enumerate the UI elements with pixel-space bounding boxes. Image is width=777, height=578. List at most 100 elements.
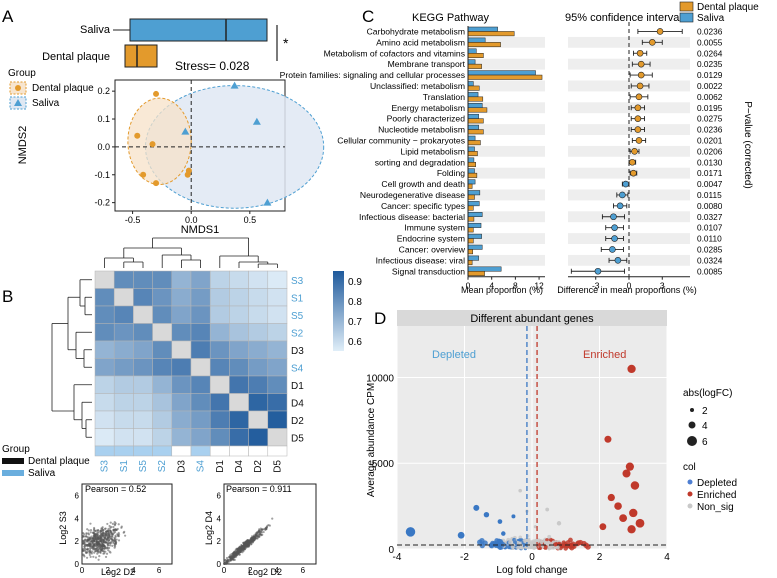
scatter-right-point-178 [271,517,274,520]
kegg-pvalue-9: 0.0236 [697,125,723,135]
kegg-pvalue-8: 0.0275 [697,114,723,124]
heatmap-cell-9-9 [267,428,288,447]
scatter-left-point-110 [124,534,127,537]
scatter-right-point-519 [242,544,246,547]
scatter-left-xtick-1: 2 [105,566,110,575]
volcano-bg-point-nonsig-280 [547,534,552,539]
kegg-bar-saliva-1 [467,37,486,43]
heatmap-cell-5-4 [171,358,192,377]
volcano-bg-point-enriched-208 [575,540,582,546]
scatter-left-xlabel: Log2 D2 [101,567,135,577]
scatter-left-point-159 [89,549,92,552]
scatter-right-point-501 [245,542,248,545]
nmds-point-plaque-1 [134,132,141,139]
kegg-xlabel-left: Mean proportion (%) [461,285,543,295]
kegg-diff-point-11 [631,148,638,155]
heatmap-group-bar-7 [229,445,249,457]
heatmap-cell-4-9 [267,340,288,359]
kegg-category-11: Lipid metabolism [401,146,465,156]
legend-col-nonsig-dot [687,503,693,509]
heatmap-cell-1-0 [94,288,115,307]
kegg-category-13: Folding [437,168,465,178]
heatmap-cell-2-6 [209,305,230,324]
kegg-diff-point-21 [614,257,622,264]
scatter-left-point-387 [81,539,84,542]
volcano-bg-point-enriched-415 [544,544,548,549]
kegg-diff-point-6 [635,93,643,101]
heatmap-cell-5-5 [190,358,211,377]
panel-c: KEGG Pathway 95% confidence intervals De… [280,1,759,295]
heatmap-cell-3-7 [229,323,249,342]
scatter-left-point-66 [90,552,93,555]
scatter-right-ylabel: Log2 D4 [204,511,214,545]
kegg-pvalue-21: 0.0324 [697,255,723,265]
panel-letter-d: D [374,309,386,328]
legend-a-marker-plaque [15,85,21,91]
heatmap-col-label-2: S5 [138,460,149,473]
volcano-point-depleted-15 [497,519,503,524]
pearson-left: Pearson = 0.52 [85,484,146,494]
heatmap-cell-2-3 [152,305,173,324]
scatter-left-point-438 [108,524,111,528]
kegg-category-15: Neurodegenerative disease [360,190,465,200]
heatmap-cell-6-1 [113,375,134,394]
kegg-category-8: Poorly characterized [387,114,466,124]
volcano-bg-point-nonsig-357 [510,544,515,549]
panel-letter-c: C [362,7,374,26]
heatmap-cell-2-1 [113,305,134,324]
kegg-bar-saliva-8 [467,113,479,119]
scatter-left-point-477 [84,535,88,538]
volcano-point-depleted-14 [511,514,516,519]
legend-col-enriched: Enriched [697,490,736,501]
kegg-bar-plaque-22 [467,271,485,276]
kegg-stripe-left-5 [468,80,545,92]
plaque-ellipse [127,97,192,186]
volcano-ytick-2: 10000 [366,373,394,384]
legend-col-depleted: Depleted [697,478,737,489]
scatter-left-point-216 [104,555,108,559]
scatter-right-point-464 [248,544,251,547]
legend-b-swatch-saliva [2,470,24,476]
scatter-left-point-21 [112,525,115,529]
legend-size-2 [690,408,694,412]
heatmap-cell-3-3 [152,323,173,342]
kegg-diff-point-19 [611,235,618,242]
heatmap-cell-2-2 [133,305,153,324]
panel-d: Different abundant genes -4 -2 0 2 4 0 5000 100… [366,310,737,576]
kegg-stripe-left-19 [468,233,545,244]
volcano-point-enriched-3 [622,469,631,478]
heatmap-cell-9-3 [152,428,173,447]
scatter-left-point-476 [111,539,114,542]
kegg-category-12: sorting and degradation [375,157,466,167]
legend-size-4-label: 4 [702,421,708,432]
volcano-bg-point-nonsig-353 [531,539,535,543]
heatmap-cell-8-6 [209,410,230,429]
heatmap-cell-0-7 [229,270,249,289]
heatmap-cell-4-2 [133,340,153,359]
scatter-left-point-483 [94,530,97,533]
kegg-bar-saliva-14 [467,179,476,185]
scatter-left-point-231 [114,534,117,537]
scatter-right-point-38 [262,530,265,534]
volcano-bg-point-depleted-404 [477,539,483,545]
scatter-left-point-419 [106,536,109,539]
heatmap-col-label-6: D1 [215,460,226,473]
scatter-left-point-414 [87,529,90,532]
scatter-left-point-462 [85,544,89,547]
heatmap-cell-9-4 [171,428,192,447]
scatter-left-point-345 [100,533,104,536]
kegg-bar-plaque-13 [467,172,478,178]
kegg-pvalue-7: 0.0195 [697,103,723,113]
legend-size-title: abs(logFC) [683,388,732,399]
scatter-right-point-458 [265,526,268,529]
volcano-point-non_sig-23 [533,525,537,529]
panel-a: Saliva Dental plaque * Stress= 0.028 Gro… [8,18,325,236]
volcano-bg-point-depleted-378 [489,542,495,548]
volcano-point-enriched-5 [607,493,615,502]
kegg-right-tick-label-0: -3 [592,281,600,291]
kegg-left-tick-label-0: 0 [466,281,471,291]
scatter-left-ytick-2: 4 [75,514,80,523]
kegg-diff-point-5 [636,82,644,90]
kegg-diff-point-8 [634,115,642,122]
heatmap-group-bar-5 [190,445,211,457]
